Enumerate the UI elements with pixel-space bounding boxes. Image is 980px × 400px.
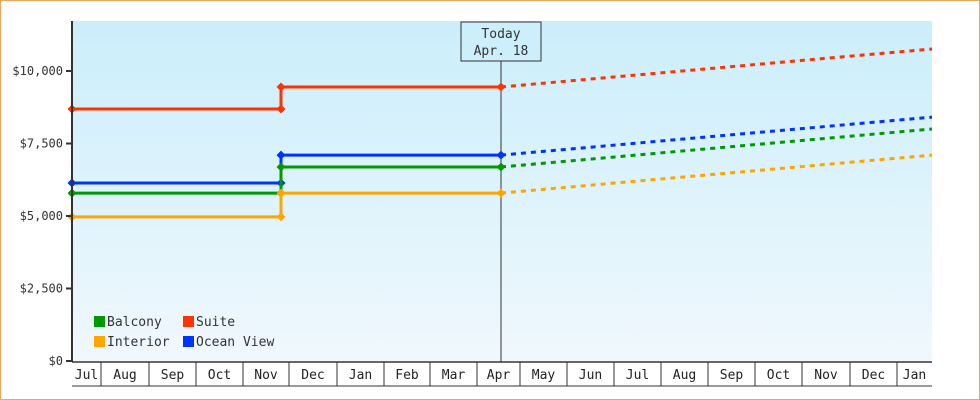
month-label: Jan [903,368,926,383]
month-label: Jun [579,368,602,383]
month-label: Apr [487,368,511,383]
month-label: Oct [767,368,790,383]
today-label: Today [481,27,520,42]
legend-swatch [94,336,105,347]
legend-label: Balcony [107,315,162,330]
legend-label: Interior [107,335,170,350]
y-tick-label: $2,500 [20,282,63,296]
month-label: Jul [626,368,649,383]
y-tick-label: $10,000 [12,64,63,78]
y-tick-label: $0 [49,354,63,368]
legend-label: Ocean View [196,335,274,350]
legend-swatch [183,336,194,347]
today-date: Apr. 18 [474,44,529,59]
legend: Balcony Suite Interior Ocean View [94,315,274,350]
month-label: Aug [673,368,696,383]
month-label: Nov [254,368,278,383]
month-label: Oct [208,368,231,383]
month-label: Dec [862,368,885,383]
legend-label: Suite [196,315,235,330]
month-label: Aug [113,368,136,383]
x-axis: Jul Aug Sep Oct Nov Dec Jan Feb Mar Apr May Jun Jul A… [72,361,932,387]
month-label: Nov [814,368,838,383]
month-label: Feb [395,368,419,383]
y-tick-label: $7,500 [20,137,63,151]
today-marker: Today Apr. 18 [460,21,542,362]
month-label: Jul [75,368,98,383]
series-lines [67,47,933,222]
month-label: Dec [301,368,324,383]
legend-swatch [94,316,105,327]
month-label: Sep [720,368,744,383]
today-box [460,21,542,62]
series-interior [67,153,933,222]
y-axis: $0 $2,500 $5,000 $7,500 $10,000 [12,21,73,368]
month-label: Sep [161,368,185,383]
month-label: May [532,368,556,383]
month-label: Jan [349,368,372,383]
y-tick-label: $5,000 [20,209,63,223]
legend-swatch [183,316,194,327]
month-label: Mar [442,368,466,383]
